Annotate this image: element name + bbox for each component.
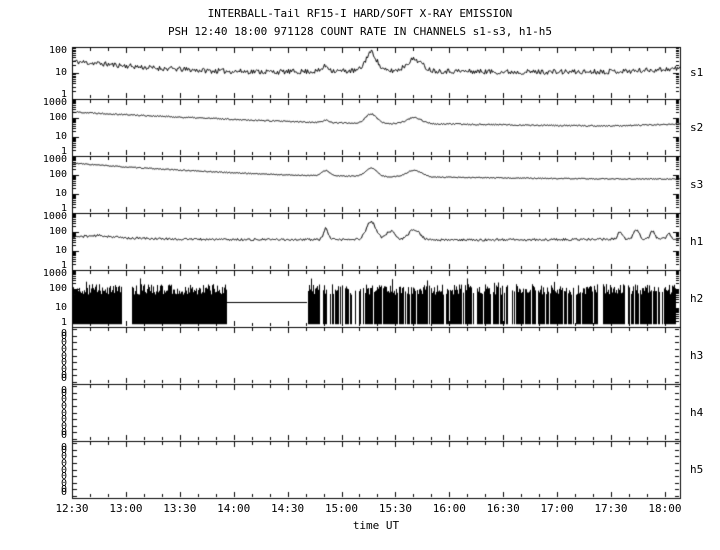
x-tick-label: 15:30	[378, 502, 412, 515]
y-tick-label: 0	[60, 413, 67, 425]
x-tick-label: 17:30	[594, 502, 628, 515]
y-tick-label: 0	[60, 441, 67, 453]
y-tick-label: 0	[60, 457, 67, 469]
x-tick-label: 18:00	[648, 502, 682, 515]
x-axis-label: time UT	[352, 519, 400, 532]
y-tick-label: 0	[60, 477, 67, 489]
y-tick-label: 0	[60, 384, 67, 396]
y-tick-label: 10	[54, 302, 67, 313]
y-tick-label: 10	[54, 131, 67, 142]
chart-subtitle: PSH 12:40 18:00 971128 COUNT RATE IN CHA…	[167, 25, 553, 38]
x-tick-label: 17:00	[540, 502, 574, 515]
y-tick-label: 1	[60, 260, 67, 271]
x-tick-label: 16:00	[432, 502, 466, 515]
y-tick-label: 10	[54, 245, 67, 256]
x-tick-label: 14:00	[217, 502, 251, 515]
x-tick-label: 16:30	[486, 502, 520, 515]
y-tick-label: 0	[60, 387, 67, 399]
y-tick-label: 100	[48, 112, 67, 123]
y-tick-label: 10	[54, 67, 67, 78]
chart-title: INTERBALL-Tail RF15-I HARD/SOFT X-RAY EM…	[207, 7, 513, 20]
y-tick-label: 100	[48, 226, 67, 237]
y-tick-label: 0	[60, 356, 67, 368]
x-tick-label: 13:00	[109, 502, 143, 515]
y-tick-label: 100	[48, 283, 67, 294]
y-tick-label: 0	[60, 450, 67, 462]
y-tick-label: 0	[60, 483, 67, 495]
x-tick-label: 13:30	[163, 502, 197, 515]
y-tick-label: 10	[54, 188, 67, 199]
panel-label-h3: h3	[690, 348, 704, 362]
y-tick-label: 0	[60, 464, 67, 476]
y-tick-label: 0	[60, 444, 67, 456]
y-tick-label: 1000	[42, 97, 67, 108]
panel-label-s2: s2	[690, 120, 704, 134]
y-tick-label: 0	[60, 343, 67, 355]
y-tick-label: 0	[60, 336, 67, 348]
x-tick-label: 12:30	[55, 502, 89, 515]
y-tick-label: 0	[60, 486, 67, 498]
y-tick-label: 0	[60, 407, 67, 419]
y-tick-label: 0	[60, 350, 67, 362]
panel-label-s1: s1	[690, 66, 704, 79]
y-tick-label: 1	[60, 89, 67, 100]
x-tick-label: 14:30	[271, 502, 305, 515]
y-tick-label: 100	[48, 45, 67, 56]
panel-label-s3: s3	[690, 177, 704, 191]
y-tick-label: 0	[60, 420, 67, 432]
panel-label-h5: h5	[690, 462, 704, 476]
x-tick-label: 15:00	[324, 502, 359, 515]
y-tick-label: 0	[60, 393, 67, 405]
panel-label-h4: h4	[690, 405, 704, 419]
y-tick-label: 0	[60, 327, 67, 339]
y-tick-label: 1	[60, 317, 67, 328]
y-tick-label: 0	[60, 372, 67, 384]
y-tick-label: 100	[48, 169, 67, 180]
panel-label-h1: h1	[690, 234, 704, 248]
y-tick-label: 0	[60, 330, 67, 342]
panel-label-h2: h2	[690, 291, 704, 305]
y-tick-label: 1000	[42, 154, 67, 165]
y-tick-label: 1	[60, 203, 67, 214]
y-tick-label: 0	[60, 426, 67, 438]
y-tick-label: 1000	[42, 211, 67, 222]
y-tick-label: 0	[60, 429, 67, 441]
y-tick-label: 0	[60, 400, 67, 412]
y-tick-label: 0	[60, 369, 67, 381]
y-tick-label: 0	[60, 470, 67, 482]
y-tick-label: 1	[60, 146, 67, 157]
y-tick-label: 1000	[42, 268, 67, 279]
y-tick-label: 0	[60, 363, 67, 375]
